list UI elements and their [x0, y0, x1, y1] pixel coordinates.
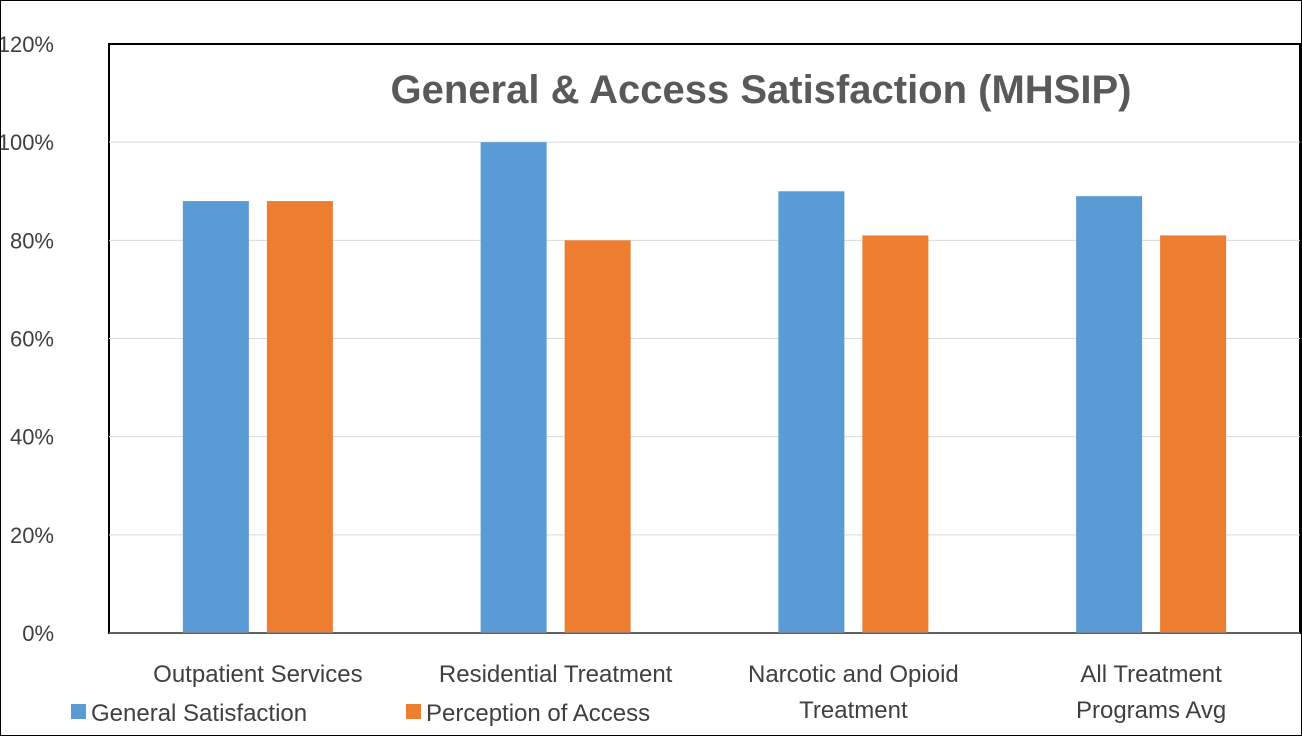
bar-perception-of-access	[266, 201, 333, 634]
bar-general-satisfaction	[778, 191, 845, 633]
legend-label: Perception of Access	[426, 700, 650, 727]
x-category-label: Residential Treatment	[439, 661, 673, 688]
x-category-label: Programs Avg	[1076, 697, 1226, 724]
x-axis-labels: Outpatient Services Residential Treatment…	[153, 661, 1226, 724]
bar-perception-of-access	[862, 235, 929, 634]
legend-swatch	[71, 704, 86, 719]
y-tick-label: 60%	[10, 327, 54, 352]
y-tick-label: 40%	[10, 425, 54, 450]
y-tick-label: 120%	[1, 32, 54, 57]
bar-general-satisfaction	[1076, 196, 1143, 634]
y-axis-ticks: 0% 20% 40% 60% 80% 100% 120%	[1, 32, 54, 646]
bar-perception-of-access	[1160, 235, 1227, 634]
bar-general-satisfaction	[182, 201, 249, 634]
legend-label: General Satisfaction	[91, 700, 307, 727]
x-category-label: Narcotic and Opioid	[748, 661, 959, 688]
legend-swatch	[406, 704, 421, 719]
bar-general-satisfaction	[480, 142, 547, 633]
x-category-label: Treatment	[799, 697, 908, 724]
bars	[182, 142, 1227, 634]
y-tick-label: 80%	[10, 228, 54, 253]
y-tick-label: 100%	[1, 130, 54, 155]
y-tick-label: 0%	[22, 621, 54, 646]
bar-perception-of-access	[564, 240, 631, 634]
chart-title: General & Access Satisfaction (MHSIP)	[391, 68, 1132, 112]
legend: General Satisfaction Perception of Access	[71, 700, 650, 727]
y-tick-label: 20%	[10, 523, 54, 548]
x-category-label: All Treatment	[1080, 661, 1222, 688]
x-category-label: Outpatient Services	[153, 661, 362, 688]
